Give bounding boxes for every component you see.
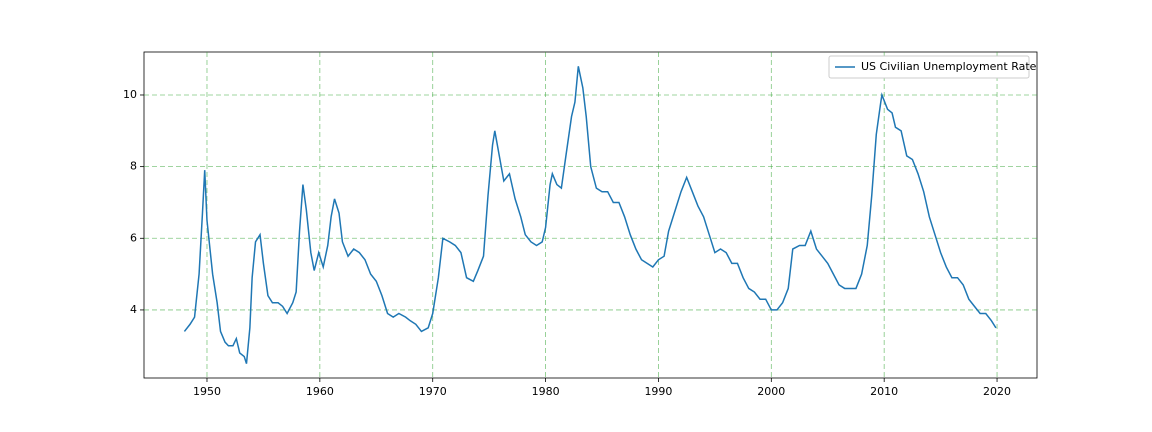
legend-label: US Civilian Unemployment Rate: [861, 60, 1037, 73]
plot-frame: [143, 51, 1038, 379]
legend-box: [828, 55, 1030, 79]
x-tick-label: 1960: [306, 385, 334, 398]
y-tick-label: 6: [130, 231, 137, 244]
x-tick-label: 1990: [644, 385, 672, 398]
x-tick-label: 2000: [757, 385, 785, 398]
y-tick-label: 4: [130, 303, 137, 316]
x-tick-label: 2010: [870, 385, 898, 398]
line: [183, 66, 997, 364]
x-tick-label: 1950: [193, 385, 221, 398]
x-tick-label: 1980: [532, 385, 560, 398]
y-tick-label: 10: [123, 88, 137, 101]
x-tick-label: 2020: [983, 385, 1011, 398]
y-tick-label: 8: [130, 160, 137, 173]
x-tick-label: 1970: [419, 385, 447, 398]
